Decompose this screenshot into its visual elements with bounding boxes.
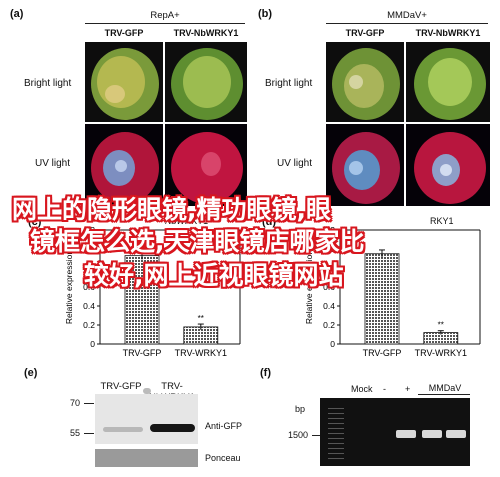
gel-band-1 (396, 430, 416, 438)
overlay-line-3: 较好,网上近视眼镜网站 (84, 261, 344, 290)
gel-ladder (328, 404, 344, 462)
charts-layer: 0 0.2 0.4 0.6 0.8 1.0 1.2 Relative expression TR… (64, 225, 481, 358)
y-tick-label: 0.8 (323, 263, 335, 273)
panel-d-label: (d) (262, 216, 277, 228)
leaf-photo-a-gfp-uv (85, 124, 163, 206)
gel-image (320, 398, 470, 466)
panel-a-col2: TRV-NbWRKY1 (173, 28, 239, 38)
significance-label: ** (438, 321, 444, 330)
y-tick-label: 0.6 (83, 282, 95, 292)
gel-band-3 (446, 430, 466, 438)
blot-ponceau (95, 449, 198, 467)
y-tick-label: 0.2 (83, 320, 95, 330)
panel-a-title-line (85, 23, 245, 24)
category-label: TRV-WRKY1 (415, 348, 467, 358)
marker-55-tick (84, 433, 94, 434)
blot-anti-gfp (95, 388, 198, 444)
panel-b-col2: TRV-NbWRKY1 (415, 28, 481, 38)
panel-c-label: (c) (28, 216, 42, 228)
y-tick-label: 0.2 (323, 320, 335, 330)
leaf-photo-a-wrky1-bright (165, 42, 247, 122)
panel-d-col2-partial: RKY1 (430, 216, 454, 226)
band-trv-wrky1 (150, 424, 195, 432)
category-label: TRV-WRKY1 (175, 348, 227, 358)
y-tick-label: 1.0 (323, 244, 335, 254)
panel-b-col1: TRV-GFP (345, 28, 385, 38)
leaf-photo-b-wrky1-uv (406, 124, 490, 206)
panel-a-col1: TRV-GFP (104, 28, 144, 38)
y-tick-label: 1.0 (83, 244, 95, 254)
lane-minus: - (383, 384, 386, 394)
chart-c: 0 0.2 0.4 0.6 0.8 1.0 1.2 Relative expression TR… (64, 225, 241, 358)
row-label-bright-b: Bright light (265, 78, 313, 89)
y-tick-label: 0 (90, 339, 95, 349)
leaf-photo-b-gfp-bright (326, 42, 404, 122)
overlay-line-1: 网上的隐形眼镜,精功眼镜,眼 (12, 195, 331, 224)
y-axis-label: Relative expression (304, 250, 314, 324)
panel-b-label: (b) (258, 8, 273, 20)
y-tick-label: 0 (330, 339, 335, 349)
leaf-photo-b-gfp-uv (326, 124, 404, 206)
lane-group-mmdav: MMDaV (428, 383, 462, 393)
lane-group-line (418, 394, 470, 395)
significance-label: ** (198, 314, 204, 323)
overlay-line-2: 镜框怎么选,天津眼镜店哪家比 (30, 227, 365, 256)
marker-70-tick (84, 403, 94, 404)
panel-a-title: RepA+ (150, 10, 180, 21)
category-label: TRV-GFP (363, 348, 402, 358)
chart-d: 0 0.2 0.4 0.6 0.8 1.0 1.2 Relative expression TR… (304, 225, 481, 358)
bar (124, 255, 160, 345)
gel-marker-tick (312, 435, 320, 436)
panel-a-label: (a) (10, 8, 24, 20)
y-tick-label: 1.2 (323, 225, 335, 235)
band-upper (143, 388, 151, 394)
y-tick-label: 1.2 (83, 225, 95, 235)
row-label-uv-b: UV light (277, 158, 313, 169)
band-trv-gfp (103, 427, 143, 432)
category-label: TRV-GFP (123, 348, 162, 358)
lane-mock: Mock (351, 384, 373, 394)
y-tick-label: 0.4 (83, 301, 95, 311)
panel-e-col1: TRV-GFP (100, 381, 142, 392)
leaf-photo-a-gfp-bright (85, 42, 163, 122)
panel-b-title: MMDaV+ (387, 10, 427, 21)
panel-b-title-line (326, 23, 488, 24)
panel-c-col2-partial: NbWRKY1 (165, 216, 209, 226)
gel-band-2 (422, 430, 442, 438)
panel-e-antibody: Anti-GFP (205, 421, 243, 431)
row-label-uv-a: UV light (35, 158, 71, 169)
panel-f-label: (f) (260, 367, 271, 379)
y-tick-label: 0.6 (323, 282, 335, 292)
panel-e-label: (e) (24, 367, 38, 379)
leaf-photo-a-wrky1-uv (165, 124, 247, 206)
y-tick-label: 0.8 (83, 263, 95, 273)
gel-marker-1500: 1500 (288, 430, 309, 440)
leaf-photo-b-wrky1-bright (406, 42, 490, 122)
panel-e-marker-70: 70 (70, 398, 81, 408)
lane-plus: + (405, 384, 411, 394)
row-label-bright-a: Bright light (24, 78, 72, 89)
bar (364, 253, 400, 345)
gel-bp-label: bp (295, 404, 306, 414)
panel-e-stain: Ponceau (205, 453, 241, 463)
y-tick-label: 0.4 (323, 301, 335, 311)
y-axis-label: Relative expression (64, 250, 74, 324)
panel-e-marker-55: 55 (70, 428, 81, 438)
